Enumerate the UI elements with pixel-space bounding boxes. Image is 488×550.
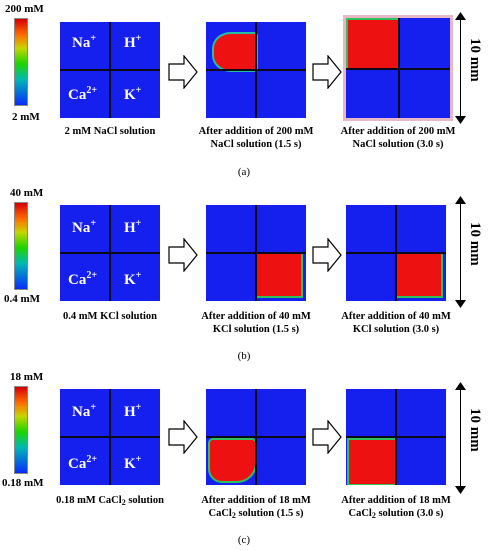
scale-bar <box>460 16 461 120</box>
arrow-down-icon <box>455 486 466 494</box>
sensor-image-initial: Na+ H+ Ca2+ K+ <box>60 22 160 118</box>
scale-bar <box>460 200 461 304</box>
colorbar <box>14 18 28 106</box>
high-concentration-region <box>214 34 256 70</box>
grid-line-horizontal <box>60 436 160 438</box>
ion-label-k: K+ <box>124 85 142 103</box>
sensor-image-initial: Na+ H+ Ca2+ K+ <box>60 205 160 301</box>
caption-3-0s: After addition of 18 mM CaCl2 solution (3… <box>341 495 451 520</box>
ion-label-k: K+ <box>124 454 142 472</box>
grid-line-horizontal <box>206 436 306 438</box>
scale-label: 10 mm <box>467 38 483 82</box>
colorbar-min-label: 2 mM <box>12 111 40 123</box>
sensor-image-3-0s <box>346 18 450 118</box>
high-concentration-region <box>257 254 301 296</box>
colorbar-max-label: 18 mM <box>10 371 44 383</box>
scale-bar <box>460 386 461 490</box>
arrow-right-icon <box>312 55 342 89</box>
ion-label-h: H+ <box>124 33 142 51</box>
arrow-right-icon <box>168 55 198 89</box>
scale-label: 10 mm <box>467 222 483 266</box>
subfigure-label-a: (a) <box>237 166 251 178</box>
colorbar <box>14 386 28 474</box>
sensor-image-initial: Na+ H+ Ca2+ K+ <box>60 389 160 485</box>
ion-label-na: Na+ <box>72 402 97 420</box>
ion-label-k: K+ <box>124 270 142 288</box>
sensor-image-3-0s <box>346 389 446 485</box>
subfigure-label-b: (b) <box>237 350 251 362</box>
arrow-down-icon <box>455 116 466 124</box>
sensor-image-3-0s <box>346 205 446 301</box>
grid-line-horizontal <box>60 69 160 71</box>
colorbar-min-label: 0.18 mM <box>2 477 44 489</box>
caption-initial: 0.4 mM KCl solution <box>63 311 157 322</box>
high-concentration-region <box>348 20 398 68</box>
ion-label-h: H+ <box>124 402 142 420</box>
arrow-up-icon <box>455 196 466 204</box>
arrow-up-icon <box>455 12 466 20</box>
grid-line-horizontal <box>206 69 306 71</box>
arrow-down-icon <box>455 300 466 308</box>
arrow-right-icon <box>312 238 342 272</box>
caption-1-5s: After addition of 200 mM NaCl solution (1… <box>198 126 314 150</box>
caption-1-5s: After addition of 18 mM CaCl2 solution (1… <box>201 495 311 520</box>
subfigure-label-c: (c) <box>237 534 251 546</box>
sensor-image-1-5s <box>206 389 306 485</box>
grid-line-horizontal <box>346 436 446 438</box>
scale-label: 10 mm <box>467 408 483 452</box>
caption-initial: 2 mM NaCl solution <box>64 126 156 137</box>
ion-label-na: Na+ <box>72 33 97 51</box>
high-concentration-region <box>210 440 255 481</box>
high-concentration-region <box>349 440 395 484</box>
ion-label-na: Na+ <box>72 218 97 236</box>
caption-1-5s: After addition of 40 mM KCl solution (1.5… <box>201 311 311 335</box>
arrow-right-icon <box>168 238 198 272</box>
arrow-right-icon <box>312 420 342 454</box>
caption-3-0s: After addition of 200 mM NaCl solution (3… <box>340 126 456 150</box>
colorbar-min-label: 0.4 mM <box>4 293 41 305</box>
ion-label-ca: Ca2+ <box>68 454 98 472</box>
caption-initial: 0.18 mM CaCl2 solution <box>56 495 164 507</box>
arrow-up-icon <box>455 382 466 390</box>
arrow-right-icon <box>168 420 198 454</box>
colorbar-max-label: 40 mM <box>10 187 44 199</box>
high-concentration-region <box>397 254 441 296</box>
grid-line-horizontal <box>346 68 450 70</box>
grid-line-horizontal <box>60 252 160 254</box>
colorbar <box>14 202 28 290</box>
ion-label-h: H+ <box>124 218 142 236</box>
sensor-image-1-5s <box>206 22 306 118</box>
grid-line-horizontal <box>206 252 306 254</box>
grid-line-horizontal <box>346 252 446 254</box>
sensor-image-1-5s <box>206 205 306 301</box>
colorbar-max-label: 200 mM <box>5 3 44 15</box>
ion-label-ca: Ca2+ <box>68 85 98 103</box>
caption-3-0s: After addition of 40 mM KCl solution (3.0… <box>341 311 451 335</box>
ion-label-ca: Ca2+ <box>68 270 98 288</box>
